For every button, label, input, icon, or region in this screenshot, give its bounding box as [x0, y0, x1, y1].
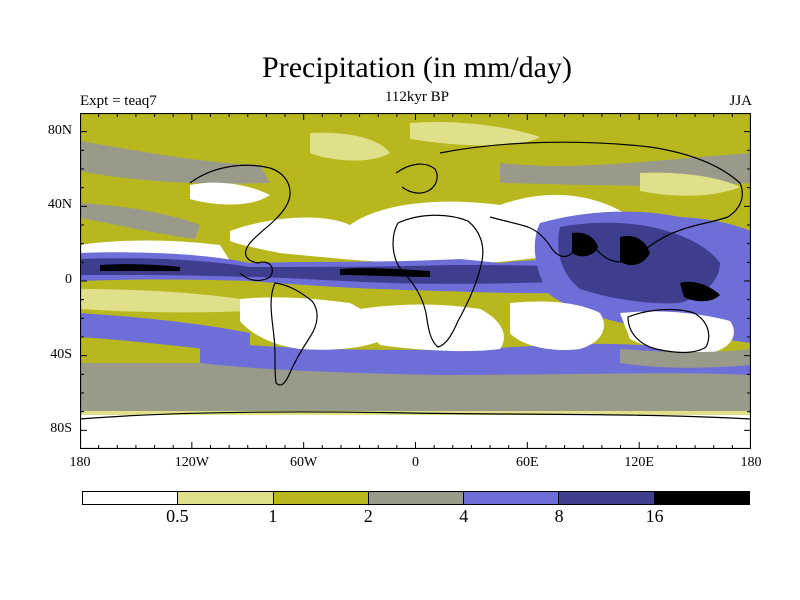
asia-coast: [439, 141, 743, 263]
europe-coast: [395, 163, 438, 194]
lon-tick-label: 180: [740, 455, 762, 470]
colorbar-boundary-label: 4: [459, 506, 469, 526]
coastlines: [80, 141, 751, 420]
season-label: JJA: [729, 93, 752, 109]
colorbar-swatch: [273, 492, 369, 504]
map-title: Precipitation (in mm/day): [262, 51, 572, 84]
colorbar-boundary-label: 8: [554, 506, 564, 526]
colorbar-boundary-label: 1: [268, 506, 278, 526]
lon-tick-label: 60W: [290, 455, 318, 470]
lon-tick-label: 180: [69, 455, 91, 470]
africa-coast: [392, 214, 484, 348]
lon-tick-label: 120W: [174, 455, 209, 470]
north-america-coast: [189, 164, 291, 282]
south-pacific-dry-zone: [240, 297, 380, 350]
colorbar-swatch: [178, 492, 274, 504]
colorbar-swatch: [368, 492, 465, 504]
australia-coast: [627, 308, 710, 354]
lat-tick-label: 40S: [50, 346, 72, 362]
colorbar-swatch: [464, 492, 560, 504]
colorbar-swatch: [559, 492, 655, 504]
lat-tick-label: 80N: [47, 122, 72, 138]
colorbar-boundary-label: 16: [645, 506, 664, 526]
lat-tick-label: 0: [65, 272, 72, 287]
lon-tick-label: 60E: [516, 455, 539, 470]
colorbar-boundary-label: 2: [363, 506, 373, 526]
experiment-label: Expt = teaq7: [80, 93, 157, 109]
antarctica-coast: [80, 411, 751, 420]
australia-dry-zone: [620, 311, 734, 354]
lon-tick-label: 0: [412, 455, 419, 470]
precipitation-map: [80, 113, 751, 449]
period-label: 112kyr BP: [384, 89, 450, 105]
lat-tick-label: 80S: [50, 421, 72, 437]
colorbar-swatch: [83, 492, 179, 504]
lon-tick-label: 120E: [624, 455, 654, 470]
axis-ticks: [80, 113, 751, 449]
lat-tick-label: 40N: [47, 197, 72, 213]
colorbar-swatch: [654, 492, 749, 504]
colorbar-boundary-label: 0.5: [166, 506, 189, 526]
colorbar: [82, 491, 750, 505]
south-america-coast: [270, 282, 318, 386]
